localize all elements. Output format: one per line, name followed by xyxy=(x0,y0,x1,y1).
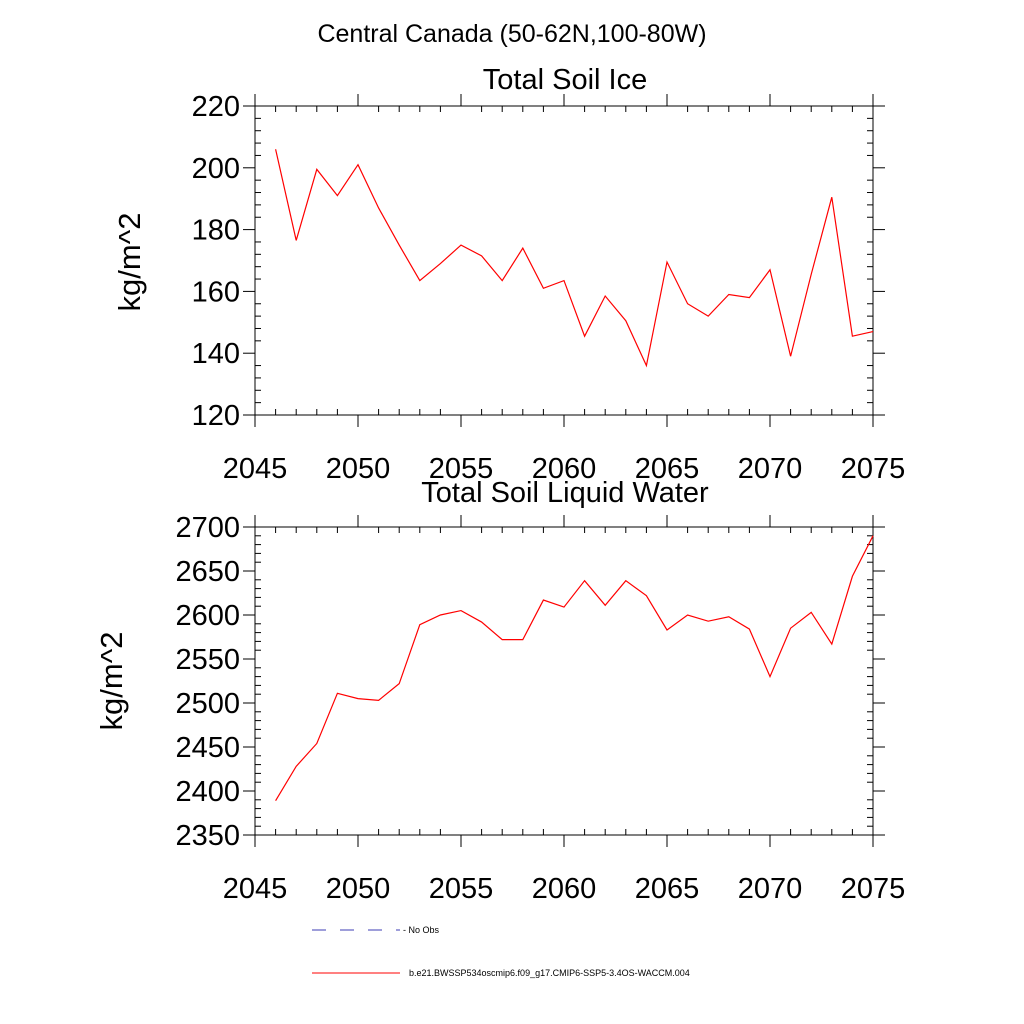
plot-frame-soil-liquid-water xyxy=(254,526,874,836)
y-tick-label-soil-ice: 140 xyxy=(192,338,240,370)
y-tick-label-soil-liquid-water: 2600 xyxy=(175,600,240,632)
y-tick-label-soil-ice: 200 xyxy=(192,153,240,185)
y-tick-label-soil-liquid-water: 2700 xyxy=(175,512,240,544)
y-axis-label-soil-ice: kg/m^2 xyxy=(112,213,147,312)
x-tick-label-soil-liquid-water: 2060 xyxy=(532,873,597,905)
legend-label-no-obs: - No Obs xyxy=(403,925,440,935)
plot-frame-soil-ice xyxy=(254,105,874,416)
x-tick-label-soil-ice: 2070 xyxy=(738,453,803,485)
x-tick-label-soil-ice: 2065 xyxy=(635,453,700,485)
y-tick-label-soil-liquid-water: 2550 xyxy=(175,644,240,676)
legend: - No Obs b.e21.BWSSP534oscmip6.f09_g17.C… xyxy=(312,925,690,978)
chart-panel-soil-ice: Total Soil Ice kg/m^2 2045 2050 2055 2060 20… xyxy=(112,64,905,485)
figure-title: Central Canada (50-62N,100-80W) xyxy=(317,20,706,48)
y-tick-label-soil-ice: 180 xyxy=(192,215,240,247)
x-tick-label-soil-ice: 2060 xyxy=(532,453,597,485)
y-tick-label-soil-liquid-water: 2500 xyxy=(175,688,240,720)
x-tick-label-soil-liquid-water: 2055 xyxy=(429,873,494,905)
y-tick-label-soil-liquid-water: 2400 xyxy=(175,776,240,808)
x-tick-label-soil-liquid-water: 2075 xyxy=(841,873,906,905)
y-tick-label-soil-liquid-water: 2450 xyxy=(175,732,240,764)
y-tick-label-soil-ice: 120 xyxy=(192,400,240,432)
series-line-soil-ice xyxy=(275,149,874,368)
y-tick-label-soil-ice: 220 xyxy=(192,91,240,123)
y-tick-label-soil-ice: 160 xyxy=(192,276,240,308)
x-tick-label-soil-liquid-water: 2045 xyxy=(223,873,288,905)
x-tick-label-soil-liquid-water: 2065 xyxy=(635,873,700,905)
x-tick-label-soil-ice: 2050 xyxy=(326,453,391,485)
x-tick-label-soil-ice: 2045 xyxy=(223,453,288,485)
x-tick-label-soil-ice: 2055 xyxy=(429,453,494,485)
series-line-soil-liquid-water xyxy=(275,535,874,801)
x-tick-label-soil-ice: 2075 xyxy=(841,453,906,485)
legend-label-model: b.e21.BWSSP534oscmip6.f09_g17.CMIP6-SSP5… xyxy=(409,968,690,978)
x-tick-label-soil-liquid-water: 2070 xyxy=(738,873,803,905)
y-axis-label-soil-liquid-water: kg/m^2 xyxy=(94,632,129,731)
chart-panel-soil-liquid-water: Total Soil Liquid Water kg/m^2 2045 2050 2… xyxy=(94,477,905,905)
y-tick-label-soil-liquid-water: 2650 xyxy=(175,556,240,588)
x-tick-label-soil-liquid-water: 2050 xyxy=(326,873,391,905)
panel-title-soil-liquid-water: Total Soil Liquid Water xyxy=(421,477,709,509)
panel-title-soil-ice: Total Soil Ice xyxy=(483,64,647,96)
y-tick-label-soil-liquid-water: 2350 xyxy=(175,820,240,852)
